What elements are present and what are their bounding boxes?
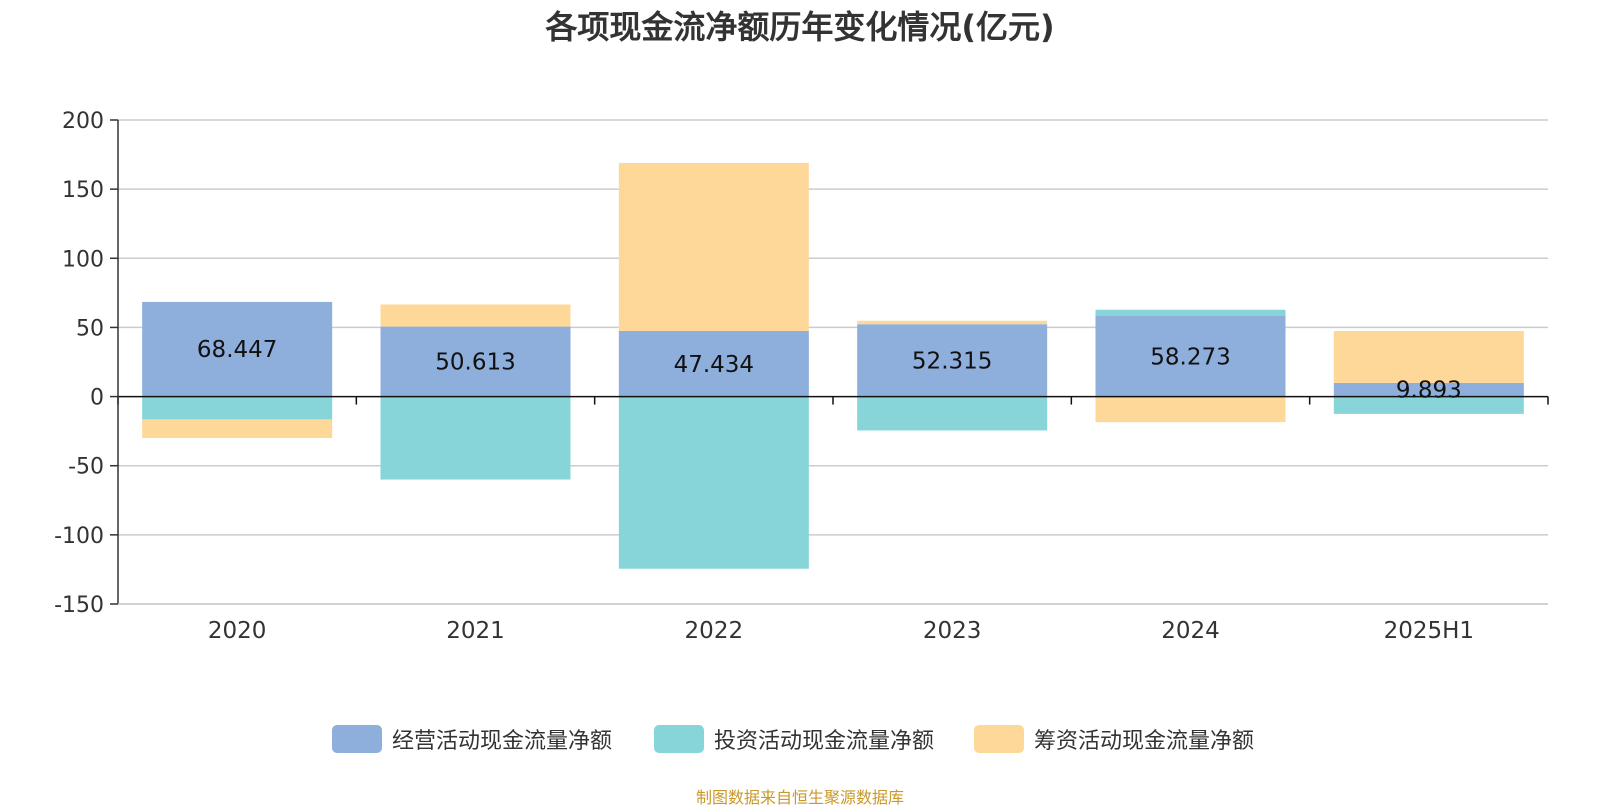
y-tick-label: 200 xyxy=(62,109,104,134)
legend-swatch xyxy=(974,725,1024,753)
data-label: 50.613 xyxy=(435,350,515,376)
bar-2024-series-2 xyxy=(1095,309,1286,316)
x-tick-label: 2021 xyxy=(446,618,505,644)
y-tick-label: 150 xyxy=(62,178,104,203)
legend-swatch xyxy=(654,725,704,753)
legend-label: 投资活动现金流量净额 xyxy=(714,729,935,754)
legend-item[interactable]: 经营活动现金流量净额 xyxy=(332,724,612,754)
y-tick-label: 100 xyxy=(62,247,104,272)
data-label: 58.273 xyxy=(1150,344,1230,370)
bar-2022-series-3 xyxy=(618,162,809,331)
bar-2023-series-2 xyxy=(857,396,1048,431)
x-tick-label: 2020 xyxy=(208,618,267,644)
legend-item[interactable]: 投资活动现金流量净额 xyxy=(654,724,934,754)
data-label: 9.893 xyxy=(1396,378,1462,404)
bar-2020-series-1 xyxy=(142,301,333,397)
bar-2024-series-1 xyxy=(1095,315,1286,397)
x-tick-label: 2022 xyxy=(685,618,744,644)
y-tick-label: 0 xyxy=(90,386,104,411)
x-tick-label: 2023 xyxy=(923,618,982,644)
bar-2020-series-2 xyxy=(142,396,333,420)
bar-2024-series-3 xyxy=(1095,396,1286,423)
legend-item[interactable]: 筹资活动现金流量净额 xyxy=(974,724,1254,754)
source-note: 制图数据来自恒生聚源数据库 xyxy=(695,788,904,807)
bar-2025H1-series-2 xyxy=(1333,396,1524,414)
legend-label: 经营活动现金流量净额 xyxy=(392,729,613,754)
y-tick-label: -50 xyxy=(68,455,104,480)
bar-2021-series-2 xyxy=(380,396,571,480)
data-label: 68.447 xyxy=(197,337,277,363)
x-tick-label: 2024 xyxy=(1161,618,1220,644)
data-label: 52.315 xyxy=(912,348,992,374)
bar-2022-series-1 xyxy=(618,330,809,397)
bar-2025H1-series-1 xyxy=(1333,382,1524,397)
legend-label: 筹资活动现金流量净额 xyxy=(1034,729,1255,754)
chart-title: 各项现金流净额历年变化情况(亿元) xyxy=(545,8,1055,46)
y-tick-label: -100 xyxy=(54,524,104,549)
bar-2020-series-3 xyxy=(142,419,333,439)
legend-swatch xyxy=(332,725,382,753)
y-tick-label: -150 xyxy=(54,593,104,618)
bar-2021-series-1 xyxy=(380,326,571,397)
bar-2025H1-series-3 xyxy=(1333,331,1524,383)
y-tick-label: 50 xyxy=(76,316,104,341)
bar-2023-series-3 xyxy=(857,320,1048,325)
x-tick-label: 2025H1 xyxy=(1384,618,1474,644)
data-label: 47.434 xyxy=(674,352,754,378)
bar-2022-series-2 xyxy=(618,396,809,569)
bar-2023-series-1 xyxy=(857,324,1048,397)
bar-2021-series-3 xyxy=(380,304,571,327)
legend: 经营活动现金流量净额 投资活动现金流量净额 筹资活动现金流量净额 xyxy=(0,724,1600,754)
